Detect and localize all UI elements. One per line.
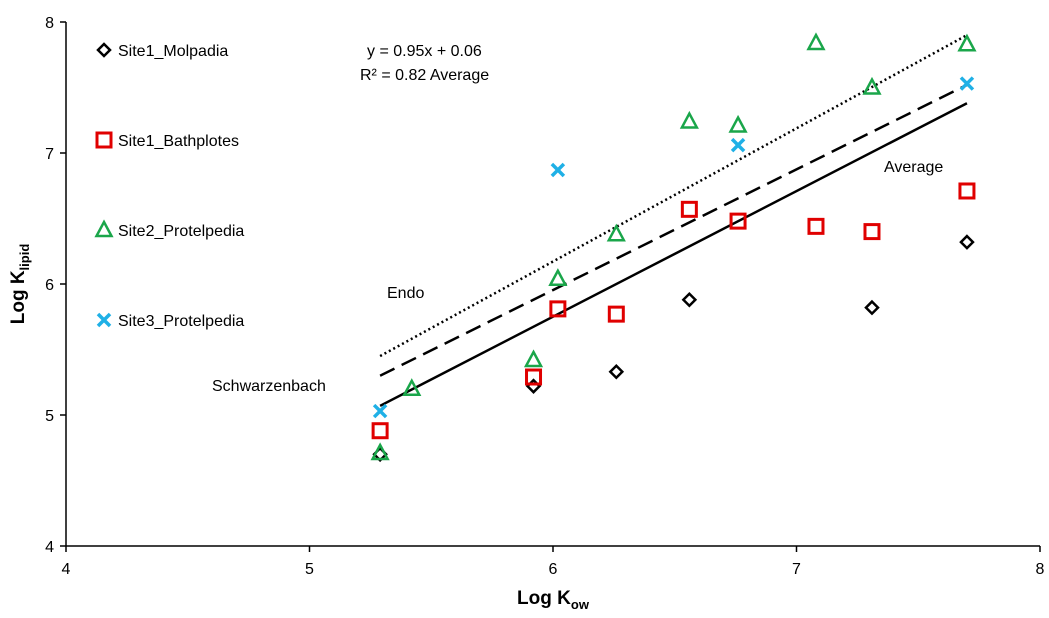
point-site1-bathplotes [729, 212, 747, 230]
point-site1-bathplotes [958, 182, 976, 200]
y-tick-label: 7 [45, 146, 54, 163]
x-axis-label: Log Kow [517, 588, 590, 612]
x-tick-label: 8 [1036, 561, 1045, 578]
point-site1-molpadia [608, 364, 625, 380]
y-axis-label: Log Klipid [8, 244, 32, 325]
point-site1-bathplotes [607, 305, 625, 323]
point-site1-molpadia [864, 299, 880, 316]
point-site3-protelpedia [730, 137, 746, 153]
fit-lines [379, 34, 968, 407]
point-site2-protelpedia [806, 32, 826, 51]
x-tick-label: 7 [792, 561, 801, 578]
y-tick-label: 8 [45, 15, 54, 32]
x-axis-label-main: Log K [517, 588, 571, 609]
y-axis-label-sub: lipid [17, 244, 32, 271]
y-tick-label: 6 [45, 277, 54, 294]
point-site3-protelpedia [959, 76, 975, 91]
point-site1-molpadia [525, 378, 542, 394]
point-site2-protelpedia [606, 223, 626, 242]
x-tick-label: 4 [62, 561, 71, 578]
point-site1-molpadia [959, 234, 975, 250]
data-points [370, 32, 977, 463]
legend-marker-site3-protelpedia [96, 312, 112, 328]
x-tick-label: 6 [549, 561, 558, 578]
legend-label-site2-protelpedia: Site2_Protelpedia [118, 223, 244, 240]
x-ticks: 4 5 6 7 8 [62, 546, 1045, 578]
point-site1-bathplotes [525, 368, 543, 386]
y-ticks: 4 5 6 7 8 [45, 15, 66, 556]
point-site3-protelpedia [550, 162, 566, 178]
point-site2-protelpedia [679, 110, 699, 129]
x-tick-label: 5 [305, 561, 314, 578]
point-site3-protelpedia [372, 403, 388, 419]
r-squared-annotation: R² = 0.82 Average [360, 67, 489, 84]
fit-line-solid [379, 102, 968, 407]
point-site2-protelpedia [957, 33, 977, 52]
legend-marker-site2-protelpedia [94, 219, 114, 238]
point-site2-protelpedia [402, 378, 422, 397]
point-site1-bathplotes [807, 217, 825, 235]
legend-label-site1-molpadia: Site1_Molpadia [118, 43, 228, 60]
point-site1-bathplotes [371, 422, 389, 440]
point-site1-bathplotes [863, 223, 881, 241]
point-site1-bathplotes [549, 300, 567, 318]
point-site2-protelpedia [370, 442, 390, 461]
legend: Site1_Molpadia Site1_Bathplotes Site2_Prot… [94, 42, 244, 330]
y-tick-label: 4 [45, 539, 54, 556]
point-site2-protelpedia [862, 76, 882, 95]
schwarzenbach-line-label: Schwarzenbach [212, 378, 326, 395]
legend-marker-site1-bathplotes [95, 131, 113, 149]
point-site1-molpadia [681, 291, 698, 308]
average-line-label: Average [884, 159, 943, 176]
fit-line-dotted [379, 34, 968, 358]
point-site2-protelpedia [523, 349, 544, 368]
equation-annotation: y = 0.95x + 0.06 [367, 43, 482, 60]
endo-line-label: Endo [387, 285, 424, 302]
fit-line-dashed [379, 83, 968, 377]
legend-label-site3-protelpedia: Site3_Protelpedia [118, 313, 244, 330]
point-site1-bathplotes [680, 200, 698, 218]
y-axis-label-main: Log K [8, 270, 29, 324]
point-site2-protelpedia [548, 268, 568, 287]
legend-marker-site1-molpadia [96, 42, 112, 58]
y-tick-label: 5 [45, 408, 54, 425]
legend-label-site1-bathplotes: Site1_Bathplotes [118, 133, 239, 150]
x-axis-label-sub: ow [571, 597, 590, 612]
point-site2-protelpedia [728, 114, 748, 133]
